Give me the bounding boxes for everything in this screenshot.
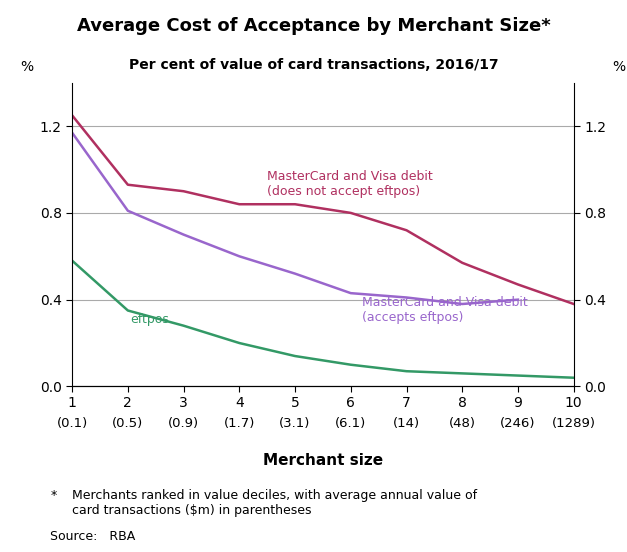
Text: %: % bbox=[21, 60, 33, 73]
Text: (0.5): (0.5) bbox=[112, 417, 144, 430]
Text: (0.1): (0.1) bbox=[56, 417, 88, 430]
Text: Merchants ranked in value deciles, with average annual value of
card transaction: Merchants ranked in value deciles, with … bbox=[72, 489, 477, 517]
Text: eftpos: eftpos bbox=[130, 312, 169, 326]
Text: MasterCard and Visa debit
(accepts eftpos): MasterCard and Visa debit (accepts eftpo… bbox=[362, 295, 528, 323]
Text: (6.1): (6.1) bbox=[335, 417, 366, 430]
Text: (1289): (1289) bbox=[552, 417, 596, 430]
Text: MasterCard and Visa debit
(does not accept eftpos): MasterCard and Visa debit (does not acce… bbox=[267, 169, 433, 198]
Text: (246): (246) bbox=[500, 417, 535, 430]
Text: Source:   RBA: Source: RBA bbox=[50, 530, 135, 543]
Text: *: * bbox=[50, 489, 56, 502]
Text: Average Cost of Acceptance by Merchant Size*: Average Cost of Acceptance by Merchant S… bbox=[76, 17, 551, 35]
Text: %: % bbox=[613, 60, 625, 73]
Text: Per cent of value of card transactions, 2016/17: Per cent of value of card transactions, … bbox=[129, 58, 498, 72]
Text: (3.1): (3.1) bbox=[280, 417, 311, 430]
Text: (0.9): (0.9) bbox=[168, 417, 199, 430]
Text: (14): (14) bbox=[393, 417, 420, 430]
Text: Merchant size: Merchant size bbox=[263, 453, 383, 468]
Text: (48): (48) bbox=[449, 417, 476, 430]
Text: (1.7): (1.7) bbox=[224, 417, 255, 430]
